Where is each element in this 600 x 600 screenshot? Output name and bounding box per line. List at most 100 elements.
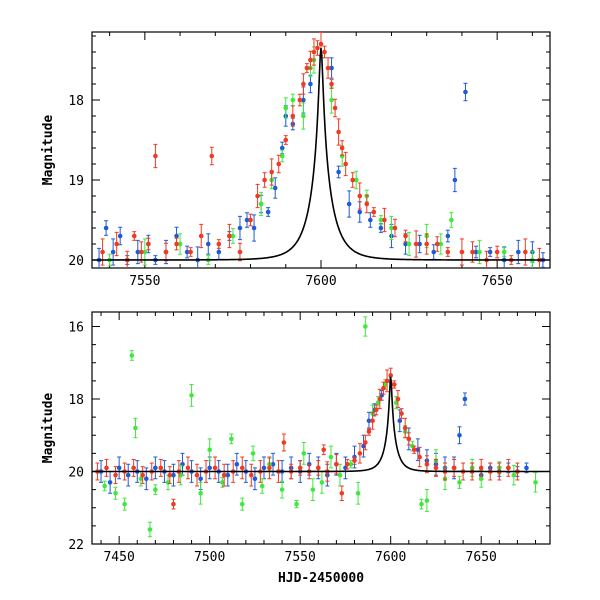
data-point — [329, 97, 334, 103]
data-point — [281, 440, 287, 445]
y-tick-label: 20 — [68, 254, 84, 269]
data-point — [205, 241, 211, 247]
data-point — [382, 217, 387, 223]
data-point — [319, 480, 325, 485]
data-point — [346, 201, 352, 207]
data-point — [318, 41, 324, 47]
x-tick-label: 7500 — [194, 550, 225, 565]
data-point — [220, 480, 225, 485]
data-point — [366, 418, 372, 424]
data-point — [417, 241, 422, 247]
data-point — [470, 249, 475, 255]
x-tick-label: 7550 — [129, 274, 160, 289]
data-point — [249, 472, 254, 478]
data-point — [308, 57, 313, 63]
data-point — [279, 153, 285, 159]
data-point — [452, 177, 458, 183]
data-point — [270, 461, 276, 467]
data-point — [406, 241, 412, 247]
data-point — [377, 396, 383, 402]
data-point — [308, 81, 313, 87]
data-point — [297, 97, 303, 103]
data-point — [366, 429, 372, 434]
data-point — [153, 487, 158, 492]
data-point — [533, 480, 538, 485]
data-point — [114, 241, 119, 247]
data-point — [294, 501, 299, 507]
data-point — [198, 490, 203, 496]
data-point — [133, 425, 138, 431]
data-point — [403, 241, 408, 247]
data-point — [478, 476, 484, 482]
data-point — [102, 483, 107, 489]
data-point — [174, 233, 179, 239]
data-point — [501, 249, 507, 255]
data-point — [301, 81, 306, 87]
data-point — [158, 465, 164, 471]
data-point — [370, 418, 375, 424]
x-tick-label: 7650 — [466, 550, 497, 565]
data-point — [378, 225, 384, 231]
data-point — [332, 105, 338, 111]
data-point — [248, 217, 253, 223]
series-green — [107, 46, 535, 268]
data-point — [328, 454, 334, 460]
data-point — [207, 465, 212, 471]
data-point — [371, 209, 377, 215]
data-point — [255, 193, 260, 199]
data-point — [384, 378, 390, 384]
data-point — [392, 382, 397, 387]
data-point — [344, 461, 350, 467]
data-point — [279, 487, 285, 492]
data-point — [185, 465, 191, 471]
data-point — [207, 447, 212, 453]
data-point — [234, 461, 240, 467]
data-point — [357, 451, 363, 456]
data-point — [449, 217, 454, 223]
data-point — [103, 225, 109, 231]
data-point — [144, 476, 149, 482]
plot-area — [92, 32, 550, 268]
plot-area — [92, 316, 550, 538]
data-point — [209, 153, 215, 159]
data-point — [415, 447, 421, 453]
y-tick-label: 16 — [68, 321, 84, 336]
data-point — [397, 418, 403, 424]
data-point — [363, 440, 368, 445]
data-point — [221, 472, 227, 478]
data-point — [322, 49, 327, 55]
data-point — [140, 472, 145, 478]
y-tick-label: 20 — [68, 466, 84, 481]
data-point — [262, 177, 267, 183]
data-point — [276, 161, 282, 167]
data-point — [301, 97, 306, 103]
x-tick-label: 7600 — [375, 550, 406, 565]
data-point — [352, 458, 357, 463]
y-tick-label: 22 — [68, 538, 84, 553]
series-green — [102, 316, 538, 538]
data-point — [178, 472, 184, 478]
data-point — [131, 233, 137, 239]
data-point — [138, 476, 144, 482]
y-axis-label: Magnitude — [41, 393, 56, 464]
data-point — [258, 201, 264, 207]
data-point — [113, 472, 118, 478]
data-point — [304, 65, 310, 71]
data-point — [478, 465, 484, 471]
data-point — [473, 249, 479, 255]
data-point — [368, 217, 373, 223]
data-point — [194, 472, 200, 478]
data-point — [364, 201, 370, 207]
data-point — [310, 487, 316, 492]
plot-frame — [91, 31, 551, 269]
data-point — [251, 225, 257, 231]
data-point — [171, 501, 176, 507]
data-point — [348, 461, 354, 467]
data-point — [424, 498, 430, 503]
y-tick-label: 18 — [68, 94, 84, 109]
data-point — [350, 177, 356, 183]
y-tick-label: 19 — [68, 174, 84, 189]
data-point — [301, 451, 307, 456]
y-tick-label: 18 — [68, 393, 84, 408]
